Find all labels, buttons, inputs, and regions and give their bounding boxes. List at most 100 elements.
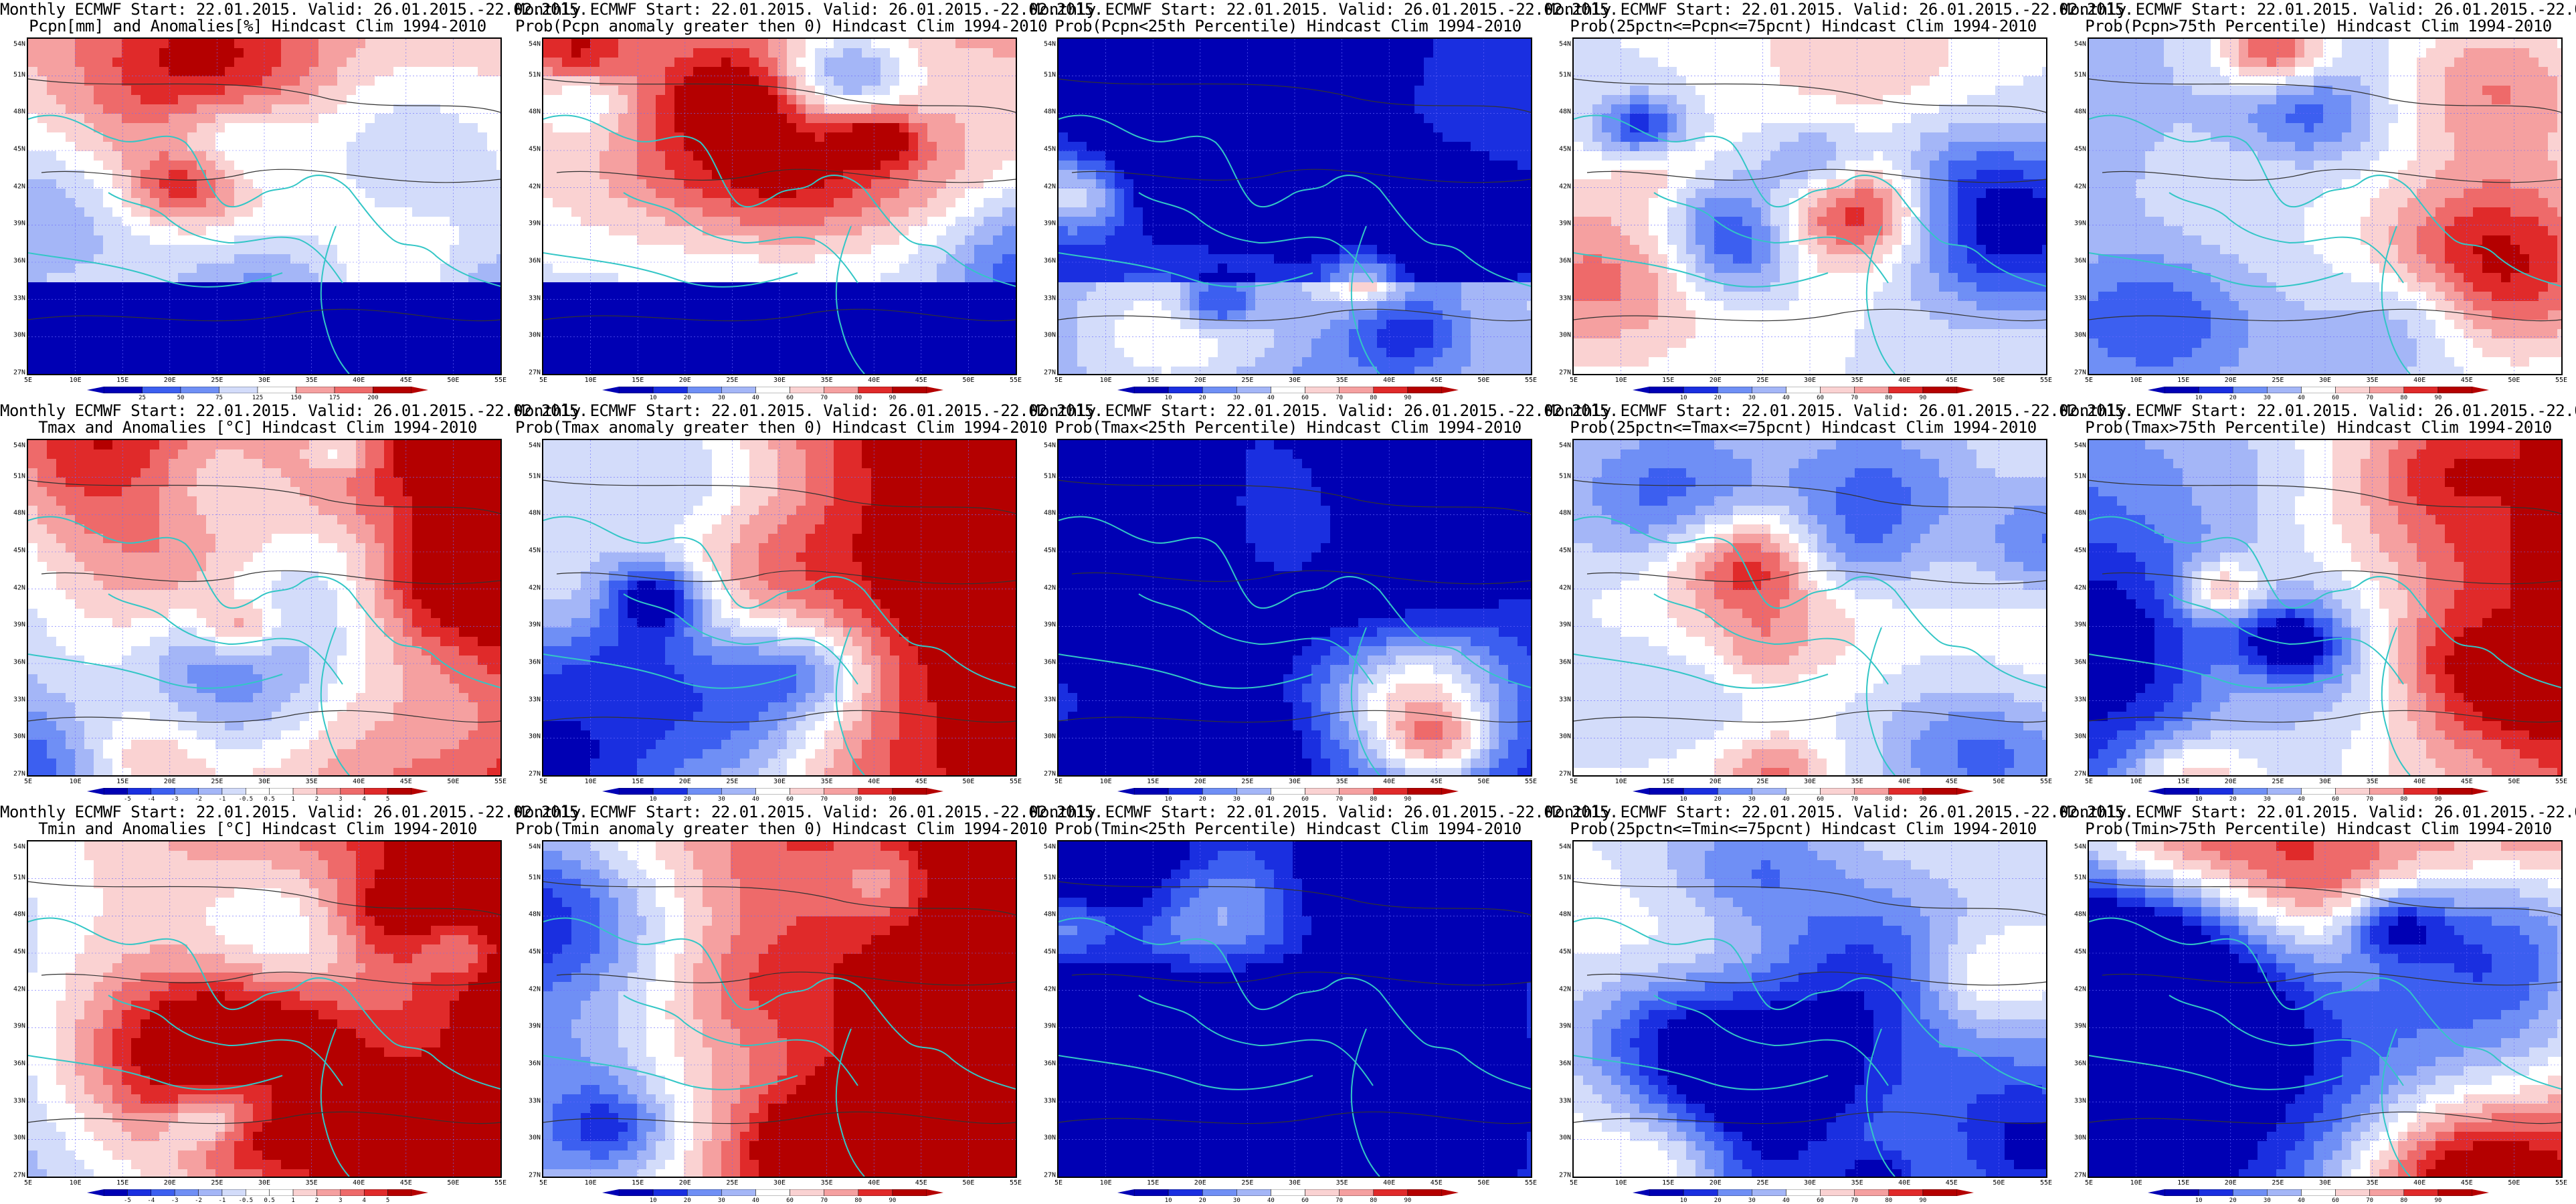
- field-cell: [1414, 123, 1424, 133]
- field-cell: [225, 282, 235, 292]
- field-cell: [637, 217, 647, 227]
- field-cell: [712, 217, 722, 227]
- field-cell: [328, 161, 338, 171]
- field-cell: [422, 329, 432, 339]
- field-cell: [684, 226, 694, 236]
- field-cell: [1471, 39, 1481, 49]
- field-cell: [431, 264, 441, 274]
- field-cell: [403, 179, 413, 189]
- field-cell: [1002, 104, 1012, 114]
- field-cell: [347, 348, 357, 358]
- field-cell: [206, 226, 216, 236]
- field-cell: [337, 338, 347, 348]
- field-cell: [684, 142, 694, 152]
- field-cell: [1077, 161, 1087, 171]
- field-cell: [84, 179, 94, 189]
- field-cell: [571, 264, 581, 274]
- field-cell: [1012, 142, 1016, 152]
- field-cell: [131, 329, 141, 339]
- field-cell: [955, 151, 965, 161]
- field-cell: [150, 104, 160, 114]
- field-cell: [721, 104, 731, 114]
- field-cell: [637, 357, 647, 367]
- field-cell: [178, 245, 188, 255]
- field-cell: [843, 86, 853, 96]
- field-cell: [927, 104, 937, 114]
- field-cell: [318, 338, 329, 348]
- field-cell: [215, 282, 225, 292]
- field-cell: [609, 76, 619, 86]
- field-cell: [309, 142, 319, 152]
- field-cell: [703, 58, 713, 68]
- field-cell: [890, 151, 900, 161]
- field-cell: [375, 357, 385, 367]
- field-cell: [703, 104, 713, 114]
- field-cell: [318, 48, 329, 58]
- field-cell: [309, 217, 319, 227]
- field-cell: [1377, 39, 1387, 49]
- field-cell: [712, 348, 722, 358]
- field-cell: [600, 48, 610, 58]
- field-cell: [253, 217, 263, 227]
- field-cell: [993, 198, 1003, 208]
- field-cell: [1199, 198, 1209, 208]
- field-cell: [731, 329, 741, 339]
- field-cell: [422, 254, 432, 264]
- field-cell: [206, 198, 216, 208]
- field-cell: [646, 273, 656, 283]
- field-cell: [1002, 67, 1012, 77]
- field-cell: [122, 170, 132, 180]
- field-cell: [712, 39, 722, 49]
- field-cell: [581, 39, 591, 49]
- field-cell: [347, 254, 357, 264]
- field-cell: [815, 67, 825, 77]
- field-cell: [731, 217, 741, 227]
- field-cell: [478, 329, 488, 339]
- field-cell: [946, 273, 956, 283]
- field-cell: [244, 310, 254, 320]
- field-cell: [1218, 235, 1228, 245]
- field-cell: [637, 39, 647, 49]
- field-cell: [1068, 58, 1078, 68]
- field-cell: [590, 95, 600, 105]
- field-cell: [1433, 67, 1443, 77]
- field-cell: [1115, 207, 1125, 217]
- field-cell: [1330, 151, 1340, 161]
- field-cell: [1368, 114, 1378, 124]
- field-cell: [468, 48, 478, 58]
- field-cell: [806, 48, 816, 58]
- field-cell: [1293, 226, 1303, 236]
- field-cell: [927, 132, 937, 142]
- field-cell: [1349, 123, 1359, 133]
- field-cell: [337, 273, 347, 283]
- field-cell: [141, 357, 151, 367]
- field-cell: [637, 170, 647, 180]
- field-cell: [843, 151, 853, 161]
- field-cell: [281, 198, 291, 208]
- field-cell: [1517, 142, 1528, 152]
- field-cell: [974, 39, 984, 49]
- field-cell: [1218, 114, 1228, 124]
- field-cell: [955, 273, 965, 283]
- field-cell: [927, 86, 937, 96]
- field-cell: [56, 235, 66, 245]
- field-cell: [806, 301, 816, 311]
- field-cell: [1265, 76, 1275, 86]
- field-cell: [571, 245, 581, 255]
- field-cell: [496, 357, 500, 367]
- field-cell: [1358, 207, 1368, 217]
- field-cell: [1012, 76, 1016, 86]
- field-cell: [1180, 226, 1190, 236]
- field-cell: [1349, 217, 1359, 227]
- field-cell: [422, 142, 432, 152]
- field-cell: [927, 151, 937, 161]
- field-cell: [103, 58, 113, 68]
- field-cell: [234, 264, 244, 274]
- field-cell: [281, 123, 291, 133]
- field-cell: [1096, 151, 1106, 161]
- field-cell: [459, 226, 469, 236]
- field-cell: [862, 357, 872, 367]
- colorbar: [602, 387, 943, 393]
- field-cell: [806, 235, 816, 245]
- field-cell: [468, 132, 478, 142]
